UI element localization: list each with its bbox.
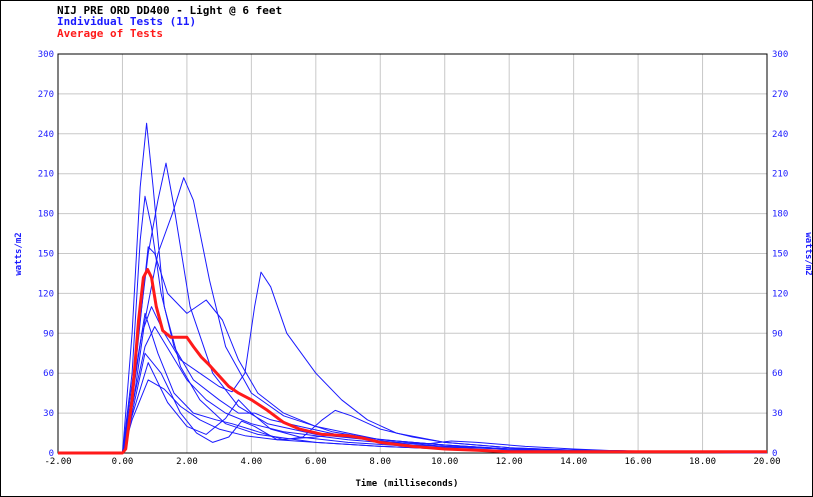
y-tick-label-right: 30 — [772, 409, 783, 419]
x-tick-label: 12.00 — [496, 457, 523, 467]
x-tick-label: 4.00 — [241, 457, 263, 467]
grid-lines — [57, 53, 768, 454]
x-tick-label: 16.00 — [625, 457, 652, 467]
y-tick-label-left: 120 — [38, 289, 54, 299]
x-axis-label: Time (milliseconds) — [356, 478, 459, 489]
test-series-line-11 — [58, 362, 768, 454]
legend-average-of-tests: Average of Tests — [57, 27, 163, 40]
y-axis-label-left: watts/m2 — [14, 232, 24, 275]
y-tick-label-right: 90 — [772, 329, 783, 339]
y-tick-label-right: 300 — [772, 50, 788, 60]
y-tick-label-right: 60 — [772, 369, 783, 379]
y-axis-right-ticks: 0 30 60 90 120 150 180 210 240 270 300 — [772, 50, 788, 459]
y-tick-label-right: 150 — [772, 250, 788, 260]
test-series-line-8 — [58, 379, 768, 454]
y-tick-label-left: 270 — [38, 90, 54, 100]
test-series-line-10 — [58, 352, 768, 454]
plot-area-border — [57, 53, 768, 454]
x-tick-label: 0.00 — [112, 457, 134, 467]
y-tick-label-left: 240 — [38, 130, 54, 140]
test-series-line-6 — [58, 271, 768, 454]
y-tick-label-left: 90 — [43, 329, 54, 339]
y-tick-label-right: 210 — [772, 170, 788, 180]
average-series-group — [58, 268, 767, 455]
average-series-line — [58, 268, 767, 455]
chart-title: NIJ PRE ORD DD400 - Light @ 6 feet — [57, 4, 283, 17]
y-tick-label-left: 0 — [49, 449, 54, 459]
x-axis-ticks: -2.00 0.00 2.00 4.00 6.00 8.00 10.00 12.00 14.00… — [44, 457, 780, 467]
y-tick-label-left: 30 — [43, 409, 54, 419]
legend-individual-tests: Individual Tests (11) — [57, 15, 197, 28]
y-tick-label-right: 270 — [772, 90, 788, 100]
x-tick-label: 10.00 — [431, 457, 458, 467]
test-series-line-7 — [58, 326, 768, 454]
x-tick-label: 6.00 — [305, 457, 327, 467]
test-series-line-4 — [58, 246, 768, 454]
y-tick-label-right: 0 — [772, 449, 777, 459]
y-tick-label-right: 120 — [772, 289, 788, 299]
x-tick-label: 18.00 — [689, 457, 716, 467]
y-axis-label-right: watts/m2 — [803, 232, 812, 275]
x-tick-label: 20.00 — [753, 457, 780, 467]
x-tick-label: 14.00 — [560, 457, 587, 467]
x-tick-label: 8.00 — [369, 457, 391, 467]
y-tick-label-right: 240 — [772, 130, 788, 140]
x-tick-label: 2.00 — [176, 457, 198, 467]
y-tick-label-left: 210 — [38, 170, 54, 180]
individual-test-series — [58, 122, 768, 454]
y-tick-label-left: 300 — [38, 50, 54, 60]
y-tick-label-left: 180 — [38, 210, 54, 220]
x-tick-label: -2.00 — [44, 457, 71, 467]
y-tick-label-left: 150 — [38, 250, 54, 260]
y-axis-left-ticks: 0 30 60 90 120 150 180 210 240 270 300 — [38, 50, 54, 459]
test-series-line-3 — [58, 177, 768, 454]
y-tick-label-left: 60 — [43, 369, 54, 379]
y-tick-label-right: 180 — [772, 210, 788, 220]
